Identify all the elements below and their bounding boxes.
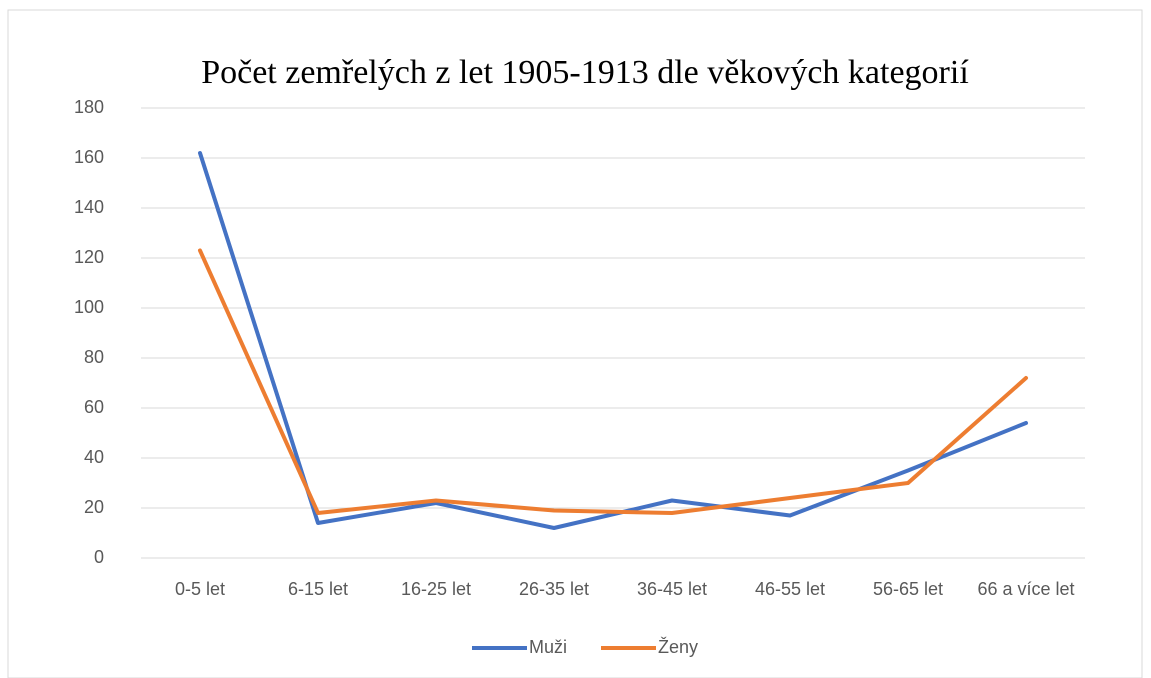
- x-tick-label: 46-55 let: [755, 579, 825, 599]
- y-tick-label: 0: [94, 547, 104, 567]
- y-tick-label: 100: [74, 297, 104, 317]
- x-tick-label: 36-45 let: [637, 579, 707, 599]
- x-tick-label: 66 a více let: [977, 579, 1074, 599]
- legend-label: Muži: [529, 637, 567, 657]
- x-tick-label: 0-5 let: [175, 579, 225, 599]
- x-tick-label: 6-15 let: [288, 579, 348, 599]
- data-line: [198, 248, 1028, 515]
- chart-title: Počet zemřelých z let 1905-1913 dle věko…: [201, 54, 969, 91]
- chart-border: [7, 9, 1143, 678]
- y-tick-label: 120: [74, 247, 104, 267]
- x-tick-label: 26-35 let: [519, 579, 589, 599]
- legend-label: Ženy: [658, 637, 698, 657]
- y-tick-label: 60: [84, 397, 104, 417]
- y-tick-label: 140: [74, 197, 104, 217]
- y-tick-label: 40: [84, 447, 104, 467]
- x-tick-label: 16-25 let: [401, 579, 471, 599]
- data-line: [198, 151, 1028, 530]
- y-tick-label: 160: [74, 147, 104, 167]
- y-tick-label: 180: [74, 97, 104, 117]
- y-tick-label: 80: [84, 347, 104, 367]
- y-tick-label: 20: [84, 497, 104, 517]
- x-tick-label: 56-65 let: [873, 579, 943, 599]
